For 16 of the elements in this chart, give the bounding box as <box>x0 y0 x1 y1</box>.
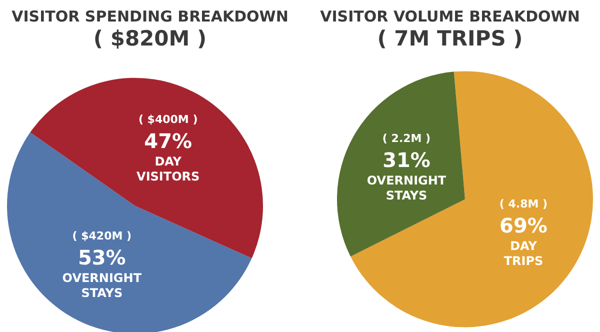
chart-title: VISITOR SPENDING BREAKDOWN <box>12 8 288 26</box>
slice-label: DAY VISITORS <box>136 154 200 184</box>
data-label: 53% <box>78 246 126 270</box>
data-label: 69% <box>500 213 548 238</box>
text: ( 2.2M ) <box>382 132 431 146</box>
text: ( $400M ) <box>138 113 198 126</box>
slice-label: OVERNIGHT STAYS <box>366 174 447 203</box>
data-label: 31% <box>382 148 430 172</box>
chart-subtitle: ( $820M ) <box>93 26 207 50</box>
slice-label: DAY TRIPS <box>504 238 544 268</box>
text: ( 4.8M ) <box>499 197 548 210</box>
chart-subtitle: ( 7M TRIPS ) <box>377 26 523 50</box>
chart-title: VISITOR VOLUME BREAKDOWN <box>320 8 580 26</box>
data-label: 47% <box>144 129 192 154</box>
text: ( $420M ) <box>72 230 132 243</box>
slice-label: OVERNIGHT STAYS <box>62 271 142 300</box>
